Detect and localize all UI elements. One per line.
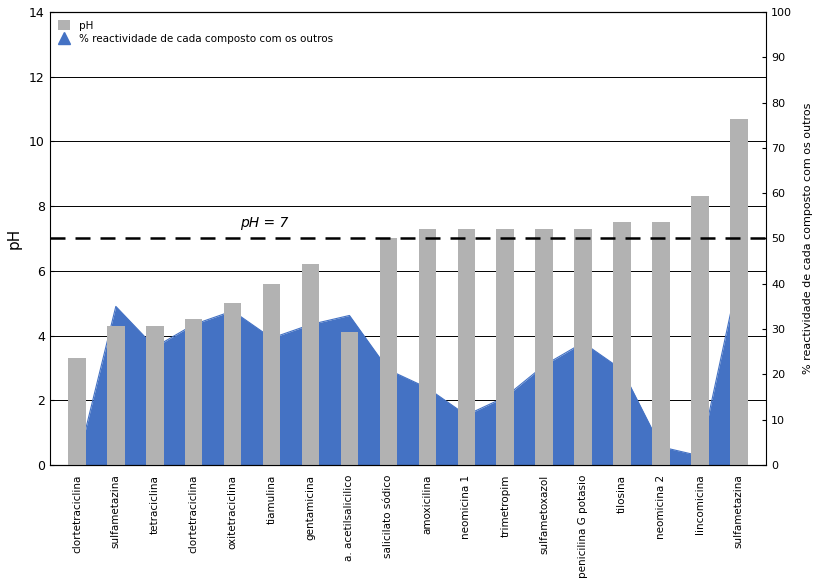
Bar (457, 229, 474, 465)
Bar (340, 332, 358, 465)
Bar (146, 326, 163, 465)
Bar (224, 303, 241, 465)
Bar (495, 229, 514, 465)
Bar (535, 229, 552, 465)
Bar (263, 284, 280, 465)
Bar (379, 239, 396, 465)
Bar (573, 229, 591, 465)
Y-axis label: % reactividade de cada composto com os outros: % reactividade de cada composto com os o… (802, 103, 812, 374)
Bar (690, 197, 708, 465)
Legend: pH, % reactividade de cada composto com os outros: pH, % reactividade de cada composto com … (55, 17, 336, 47)
Bar (185, 319, 202, 465)
Bar (68, 358, 85, 465)
Bar (301, 264, 319, 465)
Bar (107, 326, 124, 465)
Bar (651, 222, 669, 465)
Bar (418, 229, 436, 465)
Text: pH = 7: pH = 7 (240, 216, 288, 230)
Bar (729, 119, 747, 465)
Y-axis label: pH: pH (7, 228, 22, 249)
Bar (613, 222, 630, 465)
